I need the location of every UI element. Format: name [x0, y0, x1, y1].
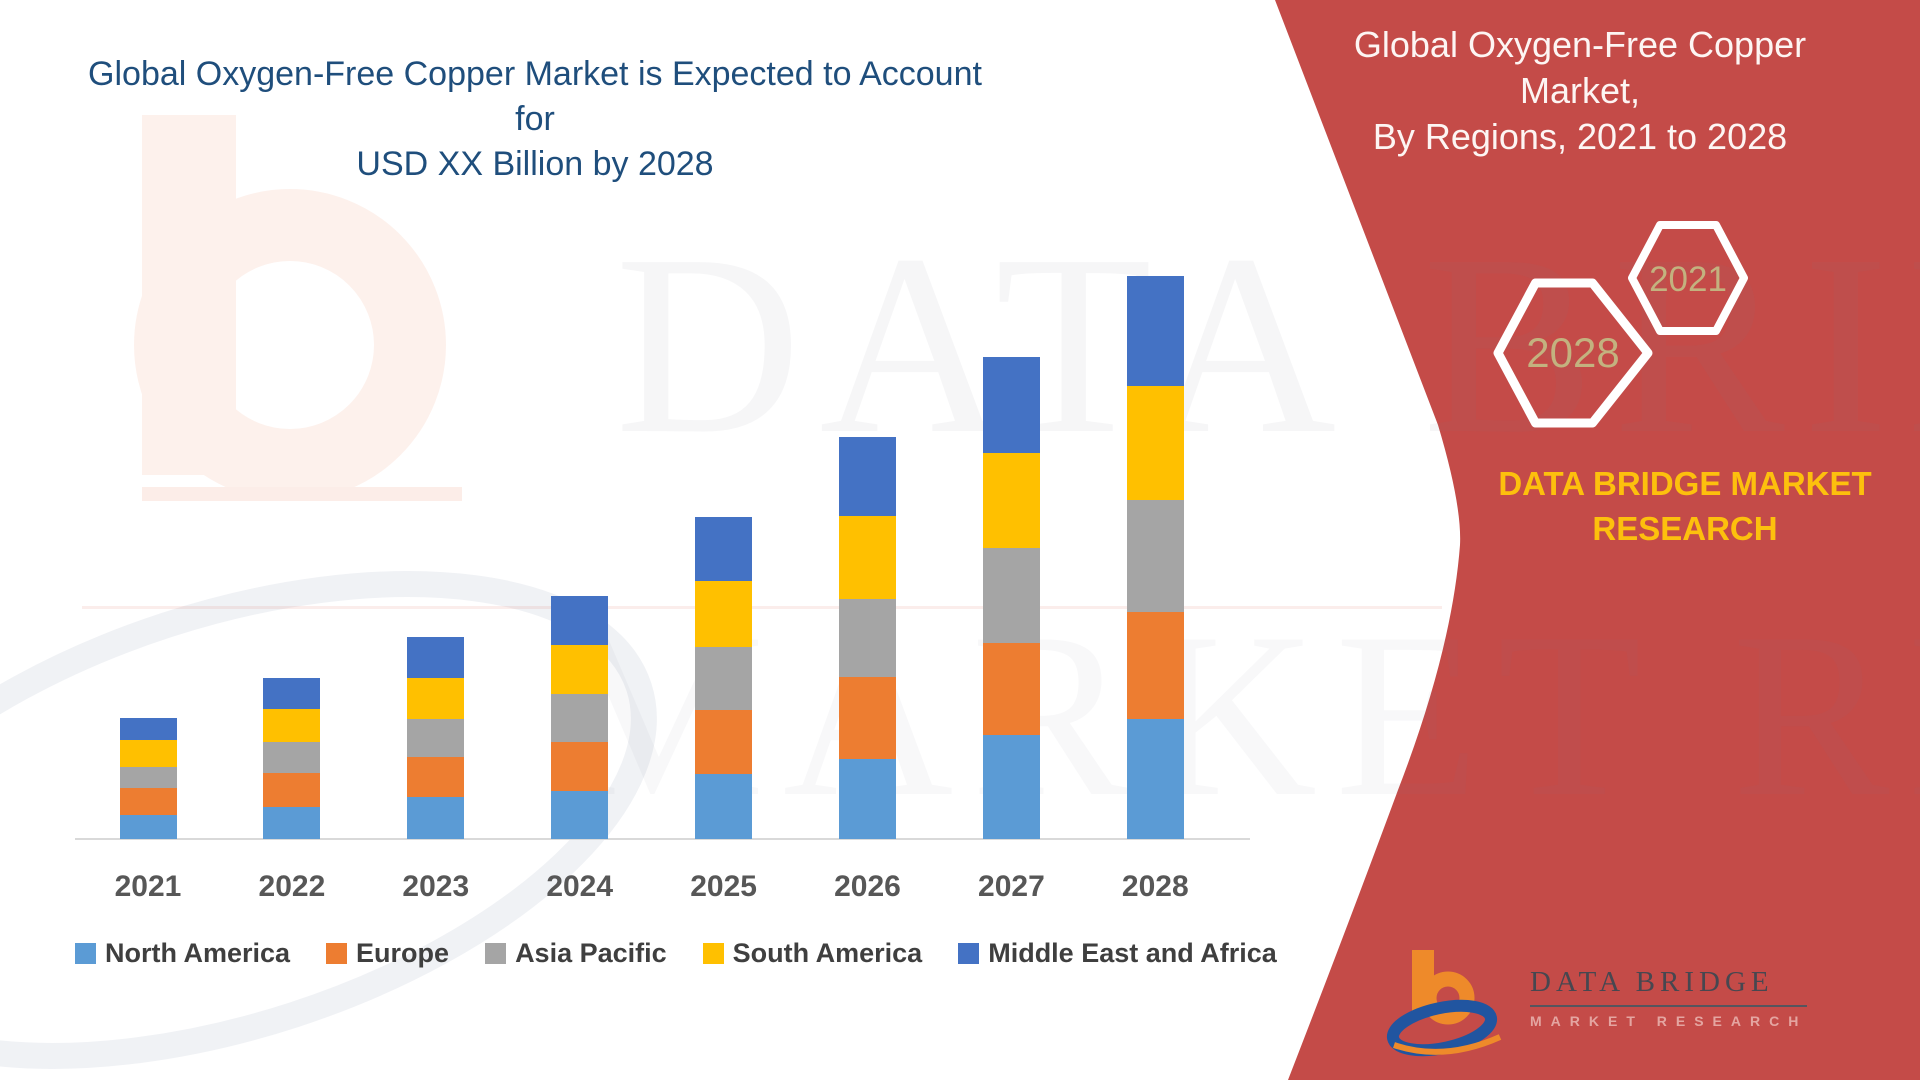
bar-segment-asia-pacific-2026	[839, 599, 896, 677]
bar-segment-europe-2022	[263, 773, 321, 807]
x-axis-label-2023: 2023	[402, 870, 470, 903]
chart-title-line1: Global Oxygen-Free Copper Market is Expe…	[88, 55, 982, 138]
bar-segment-europe-2021	[119, 788, 177, 815]
legend-label: South America	[732, 938, 923, 968]
bar-segment-south-america-2023	[407, 678, 465, 719]
x-axis-line	[75, 838, 1250, 840]
bar-segment-north-america-2022	[263, 807, 321, 839]
panel-title-line1: Global Oxygen-Free Copper Market,	[1353, 24, 1807, 112]
logo-subtext: MARKET RESEARCH	[1530, 1013, 1808, 1029]
legend-swatch-icon	[958, 943, 980, 964]
bar-segment-europe-2026	[839, 677, 896, 759]
logo-name: DATA BRIDGE	[1530, 966, 1808, 1007]
x-axis-label-2028: 2028	[1121, 870, 1189, 903]
bar-segment-north-america-2023	[407, 797, 465, 839]
bar-segment-asia-pacific-2027	[982, 548, 1040, 643]
bar-segment-south-america-2022	[263, 709, 321, 742]
bar-segment-asia-pacific-2021	[119, 767, 177, 788]
bar-segment-europe-2024	[551, 742, 609, 791]
bar-segment-asia-pacific-2022	[263, 742, 321, 773]
legend-item-middle-east-and-africa: Middle East and Africa	[958, 938, 1277, 969]
bar-segment-south-america-2021	[119, 740, 177, 767]
bar-segment-middle-east-and-africa-2026	[839, 437, 896, 516]
hexagon-2028-label: 2028	[1526, 329, 1619, 376]
legend-label: Europe	[356, 938, 450, 968]
hexagon-year-badges: 2028 2021	[1493, 221, 1748, 428]
legend-item-europe: Europe	[326, 938, 449, 969]
bar-segment-north-america-2024	[551, 791, 609, 839]
x-axis-label-2022: 2022	[258, 870, 326, 903]
chart-legend: North America Europe Asia Pacific South Ame…	[75, 938, 1277, 969]
panel-title-line2: By Regions, 2021 to 2028	[1372, 116, 1788, 158]
bar-segment-middle-east-and-africa-2023	[407, 637, 465, 678]
bar-column-2026	[839, 437, 896, 839]
hexagon-2021	[1628, 221, 1748, 335]
bar-segment-north-america-2025	[695, 774, 753, 839]
bar-column-2027	[982, 357, 1040, 839]
x-axis-label-2027: 2027	[978, 870, 1045, 903]
bar-column-2021	[119, 718, 177, 839]
bar-segment-middle-east-and-africa-2022	[263, 678, 321, 709]
legend-swatch-icon	[326, 943, 348, 964]
bar-segment-south-america-2028	[1126, 386, 1184, 500]
panel-title: Global Oxygen-Free Copper Market, By Reg…	[1300, 22, 1860, 160]
x-axis-label-2025: 2025	[690, 870, 757, 903]
x-axis-label-2026: 2026	[834, 870, 901, 903]
x-axis-label-2024: 2024	[546, 870, 614, 903]
bar-segment-south-america-2026	[839, 516, 896, 599]
bar-segment-asia-pacific-2028	[1126, 500, 1184, 612]
legend-item-south-america: South America	[702, 938, 923, 969]
chart-title: Global Oxygen-Free Copper Market is Expe…	[65, 52, 1005, 187]
bar-segment-north-america-2026	[839, 759, 896, 839]
legend-item-asia-pacific: Asia Pacific	[485, 938, 667, 969]
bar-column-2025	[695, 517, 753, 839]
data-bridge-logo-icon	[1386, 950, 1502, 1057]
chart-title-line2: USD XX Billion by 2028	[356, 144, 714, 183]
hexagon-2028	[1493, 278, 1653, 428]
legend-label: North America	[105, 938, 291, 968]
hexagon-2021-label: 2021	[1649, 260, 1727, 299]
bar-segment-asia-pacific-2023	[407, 719, 465, 757]
bar-segment-middle-east-and-africa-2025	[695, 517, 753, 581]
bar-segment-middle-east-and-africa-2021	[119, 718, 177, 740]
legend-swatch-icon	[485, 943, 507, 964]
bar-segment-south-america-2024	[551, 645, 609, 694]
bar-segment-europe-2023	[407, 757, 465, 797]
bar-segment-asia-pacific-2024	[551, 694, 609, 742]
bar-segment-middle-east-and-africa-2027	[982, 357, 1040, 453]
bar-segment-europe-2027	[982, 643, 1040, 735]
bar-segment-asia-pacific-2025	[695, 647, 753, 710]
bar-segment-south-america-2027	[982, 453, 1040, 548]
bar-column-2028	[1126, 276, 1184, 839]
bar-column-2022	[263, 678, 321, 839]
bar-segment-north-america-2028	[1126, 719, 1184, 839]
legend-item-north-america: North America	[75, 938, 290, 969]
bar-segment-north-america-2021	[119, 815, 177, 839]
red-panel-shape	[1275, 0, 1920, 1080]
brand-text-line1: DATA BRIDGE MARKET	[1498, 465, 1872, 502]
bar-segment-middle-east-and-africa-2024	[551, 596, 609, 645]
bar-segment-europe-2028	[1126, 612, 1184, 719]
legend-label: Middle East and Africa	[988, 938, 1277, 968]
bar-segment-middle-east-and-africa-2028	[1126, 276, 1184, 386]
legend-label: Asia Pacific	[515, 938, 667, 968]
bar-column-2024	[551, 596, 609, 839]
bar-segment-north-america-2027	[982, 735, 1040, 839]
x-axis-label-2021: 2021	[114, 870, 182, 903]
brand-text-line2: RESEARCH	[1592, 509, 1778, 547]
legend-swatch-icon	[702, 943, 724, 964]
legend-swatch-icon	[75, 943, 96, 964]
data-bridge-logo: DATA BRIDGE MARKET RESEARCH	[1382, 948, 1808, 1060]
bar-column-2023	[407, 637, 465, 839]
bar-segment-south-america-2025	[695, 581, 753, 647]
bar-segment-europe-2025	[695, 710, 753, 774]
brand-text: DATA BRIDGE MARKET RESEARCH	[1475, 462, 1895, 551]
logo-wordmark: DATA BRIDGE MARKET RESEARCH	[1530, 948, 1808, 1029]
